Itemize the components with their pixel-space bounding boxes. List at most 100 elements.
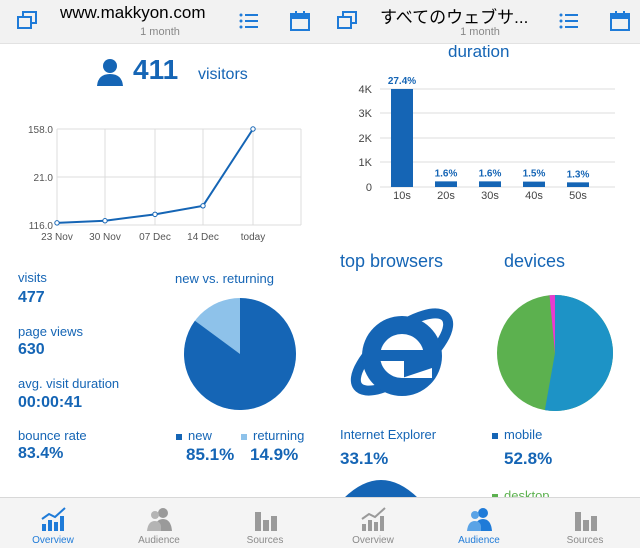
devices-pie [497,295,613,411]
legend-new-label: new [188,428,212,443]
bar-data-label: 1.5% [523,169,546,180]
line-point [152,211,158,218]
tab-audience[interactable]: Audience [426,498,532,548]
returning-pct: 14.9% [250,445,299,464]
new-vs-returning-title: new vs. returning [175,271,274,286]
right-panel: すべてのウェブサ... 1 month duration 4K [320,0,640,548]
list-icon[interactable] [558,10,580,32]
period-label[interactable]: 1 month [140,26,180,38]
windows-icon[interactable] [16,10,38,32]
bar-data-labels: 27.4% 1.6% 1.6% 1.5% 1.3% [388,76,590,180]
people-icon [467,508,492,531]
legend-mobile-label: mobile [504,427,543,442]
x-tick-label: today [241,232,265,243]
left-panel: www.makkyon.com 1 month 411 visitors [0,0,320,464]
bar-chart-icon [255,512,277,531]
mobile-pct: 52.8% [504,449,553,468]
pie-slice-new [184,298,296,410]
bar-data-label: 1.6% [435,168,458,179]
tab-label: Overview [352,535,394,546]
stat-bounce-label: bounce rate [18,428,87,443]
legend-mobile-swatch [492,432,498,439]
calendar-icon[interactable] [289,10,311,32]
legend-mobile: mobile [492,427,542,442]
pie-slice-other [549,295,555,353]
line-point [250,126,256,132]
y-tick-label: 3K [359,108,373,120]
tab-sources[interactable]: Sources [212,498,318,548]
site-title[interactable]: すべてのウェブサ... [380,8,529,27]
tab-label: Sources [246,535,284,546]
legend-returning: returning [241,428,304,443]
tab-overview[interactable]: Overview [320,498,426,548]
bar-data-label: 27.4% [388,76,416,87]
x-tick-label: 30 Nov [89,232,121,243]
new-pct: 85.1% [186,445,235,464]
tab-audience[interactable]: Audience [106,498,212,548]
duration-bar [523,181,545,187]
bar-data-label: 1.3% [567,169,590,180]
pie-slice-mobile [544,295,613,411]
stat-pageviews-label: page views [18,324,84,339]
line-point [54,220,60,226]
bar-chart-icon [575,512,597,531]
person-icon [97,59,123,86]
tab-overview[interactable]: Overview [0,498,106,548]
trend-chart-icon [361,507,386,531]
list-icon[interactable] [238,10,260,32]
x-tick-label: 50s [569,190,587,202]
stat-visits-label: visits [18,270,47,285]
y-tick-label: 1K [359,157,373,169]
tab-label: Sources [566,535,604,546]
x-tick-label: 14 Dec [187,232,219,243]
line-point [200,203,206,209]
y-tick-label: 0 [366,182,372,194]
site-title[interactable]: www.makkyon.com [60,3,206,22]
tab-bar: Overview Audience Sources Overview [0,497,640,548]
x-tick-label: 30s [481,190,499,202]
stat-duration-label: avg. visit duration [18,376,120,391]
calendar-icon[interactable] [609,10,631,32]
x-tick-label: 20s [437,190,455,202]
duration-bar [435,181,457,187]
stat-pageviews-value: 630 [18,341,45,358]
duration-bar [391,89,413,187]
x-tick-label: 23 Nov [41,232,73,243]
new-vs-returning-pie [184,298,296,410]
top-bar: www.makkyon.com 1 month [0,0,320,44]
visitors-series-points [54,126,256,226]
people-icon [147,508,172,531]
y-tick-label: 116.0 [29,221,54,232]
duration-bar-chart: 4K 3K 2K 1K 0 27.4% 1.6% 1.6% 1.5% 1.3% 10s 20s 30… [359,76,615,202]
visitors-line-chart: 158.0 21.0 116.0 23 Nov 30 Nov 07 Dec 14 Dec t… [28,125,302,243]
chart-grid [56,128,302,226]
tab-label: Overview [32,535,74,546]
visitors-count: 411 [133,54,179,85]
windows-icon[interactable] [336,10,358,32]
y-axis-labels: 158.0 21.0 116.0 [28,125,53,232]
legend-returning-label: returning [253,428,305,443]
legend-desktop-swatch [492,493,498,500]
x-tick-label: 40s [525,190,543,202]
y-tick-label: 21.0 [34,173,54,184]
duration-bar [479,181,501,187]
x-axis-labels: 10s 20s 30s 40s 50s [393,190,587,202]
y-tick-label: 158.0 [28,125,53,136]
y-tick-label: 4K [359,84,373,96]
devices-title: devices [504,251,566,271]
top-bar: すべてのウェブサ... 1 month [320,0,640,44]
duration-bar [567,182,589,187]
period-label[interactable]: 1 month [460,26,500,38]
duration-title: duration [448,42,510,61]
x-axis-labels: 23 Nov 30 Nov 07 Dec 14 Dec today [41,232,265,243]
trend-chart-icon [41,507,66,531]
stat-visits-value: 477 [18,289,45,306]
tab-label: Audience [458,535,500,546]
y-axis-labels: 4K 3K 2K 1K 0 [359,84,373,194]
tab-sources[interactable]: Sources [532,498,638,548]
stat-bounce-value: 83.4% [18,445,64,462]
line-point [102,218,108,224]
top-browsers-title: top browsers [340,251,444,271]
bar-data-label: 1.6% [479,168,502,179]
